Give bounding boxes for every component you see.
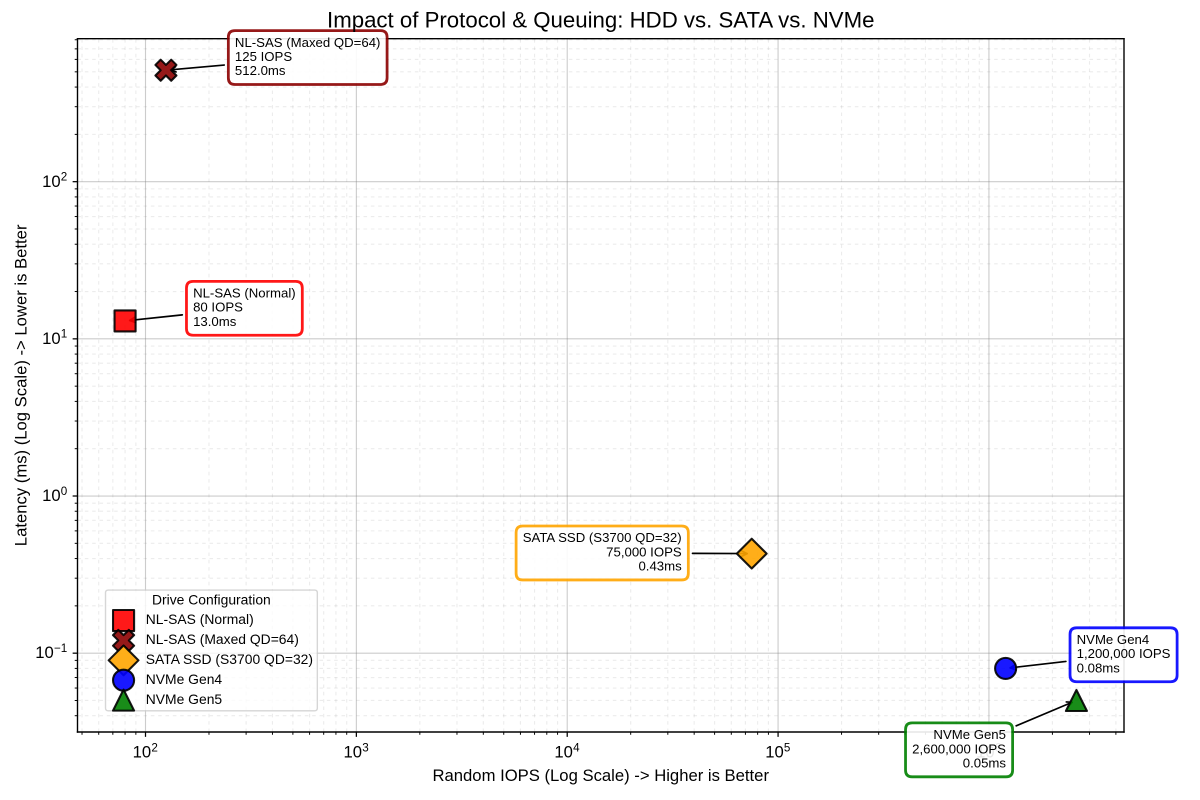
- svg-text:NVMe Gen5: NVMe Gen5: [146, 691, 223, 707]
- svg-text:NVMe Gen4: NVMe Gen4: [146, 671, 223, 687]
- svg-text:0.08ms: 0.08ms: [1077, 660, 1121, 675]
- svg-text:512.0ms: 512.0ms: [235, 63, 286, 78]
- svg-text:NL-SAS (Maxed QD=64): NL-SAS (Maxed QD=64): [146, 631, 299, 647]
- svg-text:1 0 2: 1 0 2: [133, 732, 203, 764]
- svg-text:NL-SAS (Normal): NL-SAS (Normal): [146, 611, 254, 627]
- svg-text:2,600,000 IOPS: 2,600,000 IOPS: [912, 741, 1006, 756]
- svg-text:75,000 IOPS: 75,000 IOPS: [606, 544, 682, 559]
- svg-text:Impact of Protocol & Queuing:: Impact of Protocol & Queuing: HDD vs. SA…: [327, 8, 874, 33]
- svg-text:Latency (ms) (Log Scale) -> Lo: Latency (ms) (Log Scale) -> Lower is Bet…: [11, 224, 30, 546]
- svg-text:NL-SAS (Normal): NL-SAS (Normal): [193, 286, 296, 301]
- svg-text:NVMe Gen4: NVMe Gen4: [1077, 632, 1150, 647]
- svg-text:13.0ms: 13.0ms: [193, 314, 237, 329]
- svg-text:Drive Configuration: Drive Configuration: [152, 591, 271, 607]
- svg-text:80 IOPS: 80 IOPS: [193, 300, 243, 315]
- svg-text:NVMe Gen5: NVMe Gen5: [933, 727, 1006, 742]
- svg-text:0.43ms: 0.43ms: [638, 559, 682, 574]
- svg-text:Random IOPS (Log Scale) -> Hig: Random IOPS (Log Scale) -> Higher is Bet…: [432, 766, 769, 785]
- svg-text:SATA SSD (S3700 QD=32): SATA SSD (S3700 QD=32): [523, 530, 682, 545]
- svg-text:1 0 0: 1 0 0: [42, 475, 112, 507]
- svg-text:1,200,000 IOPS: 1,200,000 IOPS: [1077, 646, 1171, 661]
- svg-text:125 IOPS: 125 IOPS: [235, 49, 292, 64]
- svg-text:0.05ms: 0.05ms: [963, 755, 1007, 770]
- svg-text:SATA SSD (S3700 QD=32): SATA SSD (S3700 QD=32): [146, 651, 313, 667]
- svg-text:1 0 1: 1 0 1: [42, 318, 112, 350]
- svg-text:1 0 −: 1 0 − 1: [35, 632, 111, 664]
- svg-text:1 0 3: 1 0 3: [344, 732, 414, 764]
- svg-text:1 0 5: 1 0 5: [765, 731, 835, 763]
- svg-text:1 0 2: 1 0 2: [42, 161, 112, 193]
- svg-text:NL-SAS (Maxed QD=64): NL-SAS (Maxed QD=64): [235, 35, 380, 50]
- svg-text:1 0 4: 1 0 4: [554, 731, 624, 763]
